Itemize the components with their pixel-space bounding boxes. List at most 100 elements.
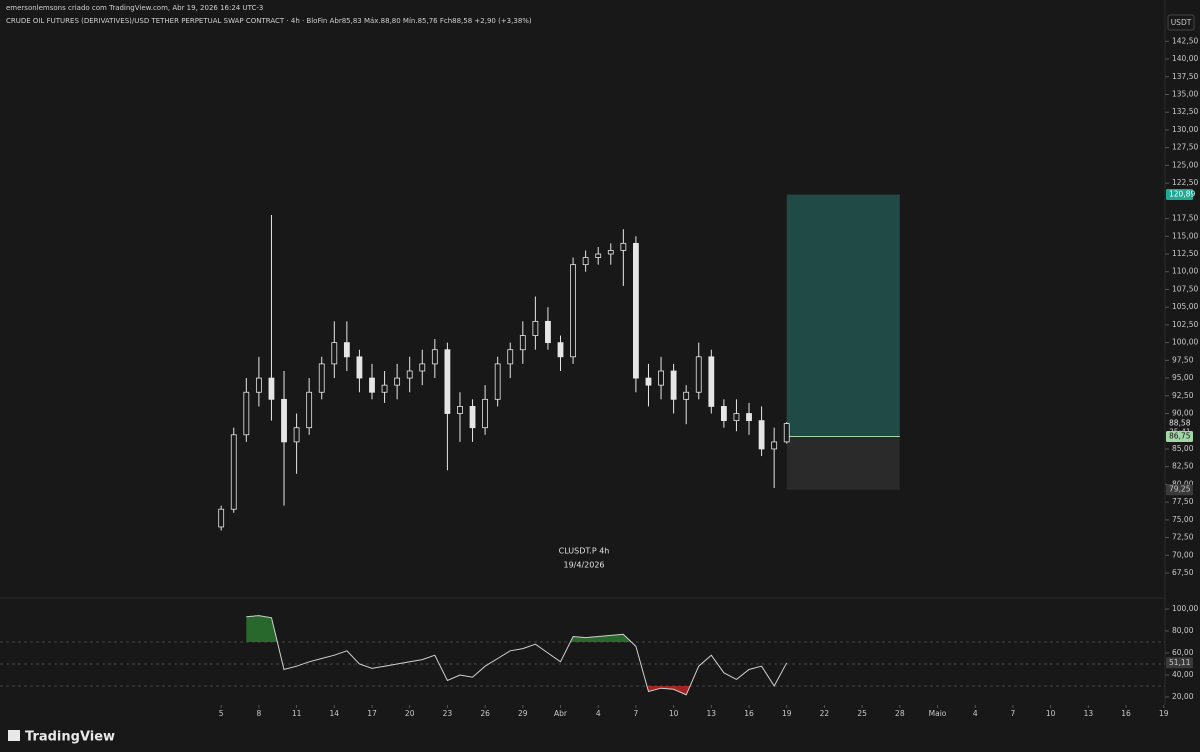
y-tick-label: 97,50 xyxy=(1172,355,1194,364)
rsi-line xyxy=(246,615,788,696)
candle-body xyxy=(545,320,551,344)
x-tick-label: 22 xyxy=(820,709,830,718)
candle-body xyxy=(343,342,350,358)
candle-body xyxy=(281,398,287,443)
y-tick-label: 100,00 xyxy=(1172,604,1198,613)
candle-body xyxy=(746,413,752,422)
stop-zone xyxy=(786,436,900,490)
price-label-bg xyxy=(1166,431,1193,443)
candle-body xyxy=(406,370,413,379)
candle-body xyxy=(494,363,501,400)
x-tick-label: 19 xyxy=(1159,709,1169,718)
price-label-bg xyxy=(1166,418,1193,430)
x-tick-label: 25 xyxy=(857,709,867,718)
candle-body xyxy=(633,242,639,379)
candle-body xyxy=(695,356,702,393)
candle-body xyxy=(670,370,677,400)
currency-button[interactable] xyxy=(1167,14,1195,31)
x-tick-label: 13 xyxy=(1084,709,1094,718)
y-tick-label: 77,50 xyxy=(1172,497,1194,506)
candle-body xyxy=(469,406,476,429)
y-tick-label: 92,50 xyxy=(1172,391,1194,400)
candle-body xyxy=(758,420,765,450)
x-tick-label: 5 xyxy=(219,709,224,718)
y-tick-label: 102,50 xyxy=(1172,320,1198,329)
y-tick-label: 112,50 xyxy=(1172,249,1198,258)
candle-body xyxy=(293,427,300,443)
x-tick-label: 16 xyxy=(1121,709,1131,718)
candle-body xyxy=(318,363,325,393)
price-label: 88,58 xyxy=(1169,419,1191,428)
symbol-line: CRUDE OIL FUTURES (DERIVATIVES)/USD TETH… xyxy=(6,17,532,25)
logo[interactable]: TradingView xyxy=(8,730,115,745)
candle-body xyxy=(582,257,589,266)
candle-body xyxy=(595,253,602,258)
x-tick-label: 10 xyxy=(1046,709,1056,718)
watermark-date: 19/4/2026 xyxy=(563,561,604,570)
candle-body xyxy=(444,349,451,414)
y-tick-label: 95,00 xyxy=(1172,373,1194,382)
x-tick-label: 26 xyxy=(480,709,490,718)
y-tick-label: 115,00 xyxy=(1172,231,1198,240)
candle-body xyxy=(683,391,690,400)
y-tick-label: 85,00 xyxy=(1172,444,1194,453)
candle-body xyxy=(570,264,576,358)
rsi-label: 51,11 xyxy=(1169,658,1191,667)
candle-body xyxy=(356,356,363,379)
x-tick-label: 29 xyxy=(518,709,528,718)
y-tick-label: 122,50 xyxy=(1172,178,1198,187)
x-tick-label: Maio xyxy=(929,709,947,718)
candle-body xyxy=(783,423,790,443)
y-tick-label: 130,00 xyxy=(1172,125,1198,134)
y-tick-label: 90,00 xyxy=(1172,409,1194,418)
price-label: 86,75 xyxy=(1169,432,1191,441)
rsi-label-bg xyxy=(1166,657,1193,669)
candle-body xyxy=(658,370,664,386)
candle-body xyxy=(268,377,275,400)
candle-body xyxy=(230,434,237,510)
candle-body xyxy=(532,320,539,336)
y-tick-label: 127,50 xyxy=(1172,143,1198,152)
y-tick-label: 117,50 xyxy=(1172,214,1198,223)
candle-body xyxy=(394,377,401,386)
candle-body xyxy=(733,413,740,422)
candle-body xyxy=(771,441,778,450)
y-tick-label: 107,50 xyxy=(1172,284,1198,293)
y-tick-label: 82,50 xyxy=(1172,462,1194,471)
y-tick-label: 105,00 xyxy=(1172,302,1198,311)
candle-body xyxy=(255,377,262,393)
x-tick-label: 17 xyxy=(367,709,377,718)
candle-body xyxy=(419,363,426,372)
candle-body xyxy=(519,335,526,351)
x-tick-label: 10 xyxy=(669,709,679,718)
y-tick-label: 40,00 xyxy=(1172,670,1194,679)
overbought-fill xyxy=(246,615,787,642)
x-tick-label: 4 xyxy=(596,709,601,718)
candle-body xyxy=(620,242,627,251)
price-label: 79,25 xyxy=(1169,485,1191,494)
candle-body xyxy=(381,384,388,393)
y-tick-label: 70,00 xyxy=(1172,550,1194,559)
x-tick-label: 28 xyxy=(895,709,905,718)
price-label-bg xyxy=(1166,484,1193,496)
logo-text: TradingView xyxy=(25,730,115,745)
candle-body xyxy=(482,398,489,429)
y-tick-label: 72,50 xyxy=(1172,533,1194,542)
price-label-bg xyxy=(1166,189,1193,201)
y-tick-label: 20,00 xyxy=(1172,692,1194,701)
candle-body xyxy=(557,342,564,358)
x-tick-label: 23 xyxy=(443,709,453,718)
y-tick-label: 100,00 xyxy=(1172,338,1198,347)
y-tick-label: 110,00 xyxy=(1172,267,1198,276)
logo-icon xyxy=(8,730,20,741)
target-zone xyxy=(786,194,900,437)
currency-label[interactable]: USDT xyxy=(1171,18,1192,27)
x-tick-label: Abr xyxy=(554,709,568,718)
y-tick-label: 60,00 xyxy=(1172,648,1194,657)
candle-body xyxy=(507,349,514,365)
candle-body xyxy=(720,406,727,422)
x-tick-label: 16 xyxy=(744,709,754,718)
